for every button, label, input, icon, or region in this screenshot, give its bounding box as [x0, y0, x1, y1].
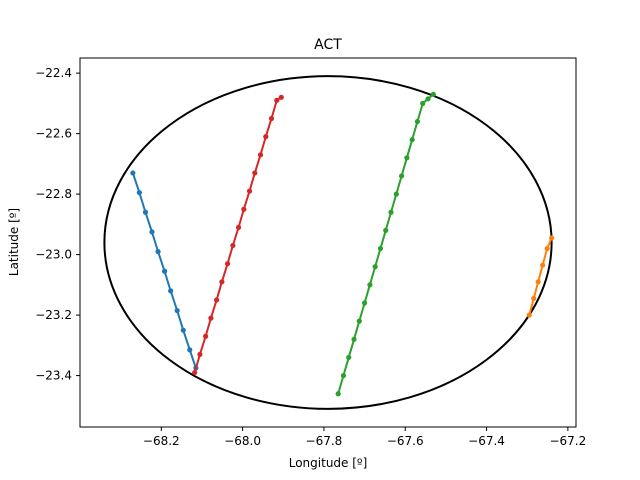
- series-0-point: [161, 268, 168, 274]
- x-axis-label: Longitude [º]: [289, 456, 368, 470]
- series-2-point: [340, 372, 347, 379]
- series-2-point: [351, 336, 357, 342]
- y-tick-label: −23.0: [35, 248, 72, 262]
- series-3-point: [540, 262, 546, 268]
- series-2-point: [425, 96, 431, 102]
- series-0-point: [180, 327, 186, 333]
- series-2-point: [335, 391, 341, 397]
- series-2-point: [420, 100, 426, 106]
- series-0-point: [142, 209, 149, 215]
- series-0-point: [149, 229, 155, 235]
- series-1-point: [268, 115, 275, 122]
- x-tick-label: −67.6: [387, 434, 424, 448]
- series-0-point: [174, 307, 180, 314]
- y-axis-label: Latitude [º]: [7, 208, 21, 276]
- series-1-point: [214, 297, 220, 303]
- series-1-point: [257, 152, 264, 158]
- x-tick-label: −68.0: [224, 434, 261, 448]
- series-2-point: [388, 209, 394, 215]
- series-1-point: [274, 97, 280, 103]
- series-1-point: [219, 279, 225, 285]
- series-1-point: [241, 206, 247, 212]
- x-tick-label: −68.2: [143, 434, 180, 448]
- series-3-point: [531, 295, 537, 302]
- series-3-point: [544, 245, 550, 252]
- x-tick-label: −67.2: [549, 434, 586, 448]
- series-2-point: [430, 91, 436, 97]
- chart-title: ACT: [314, 37, 342, 53]
- series-1-point: [224, 261, 231, 267]
- series-1-point: [235, 224, 242, 230]
- series-0-point: [155, 248, 161, 255]
- series-0-point: [136, 189, 142, 196]
- y-tick-label: −22.4: [35, 66, 72, 80]
- series-2-point: [383, 227, 389, 233]
- series-2-point: [409, 137, 415, 143]
- series-1-point: [246, 188, 253, 194]
- series-3-point: [535, 279, 541, 285]
- series-3-point: [526, 312, 532, 318]
- series-2-point: [356, 318, 362, 324]
- series-2-point: [367, 282, 373, 288]
- axes-frame: [79, 57, 577, 428]
- series-2-point: [377, 245, 384, 252]
- series-2-point: [361, 300, 368, 306]
- series-1-point: [252, 170, 258, 176]
- series-1-point: [192, 369, 198, 376]
- series-1-point: [230, 242, 236, 249]
- plot-area: −68.2 −68.0 −67.8 −67.6 −67.4 −67.2 −23.4 −23.2…: [35, 57, 586, 448]
- y-tick-label: −22.8: [35, 187, 72, 201]
- series-0-point: [187, 347, 193, 353]
- series-2-point: [404, 155, 410, 161]
- series-0-point: [168, 288, 174, 294]
- y-tick-label: −23.4: [35, 369, 72, 383]
- series-2-point: [346, 354, 352, 361]
- series-2-point: [398, 173, 405, 179]
- series-0-point: [130, 170, 136, 176]
- y-tick-label: −23.2: [35, 308, 72, 322]
- series-1-point: [197, 351, 203, 358]
- series-1-point: [263, 134, 269, 140]
- series-1-point: [278, 94, 284, 100]
- x-tick-label: −67.4: [468, 434, 505, 448]
- series-2-point: [372, 264, 378, 270]
- y-tick-label: −22.6: [35, 127, 72, 141]
- series-2-point: [393, 191, 399, 197]
- series-1-point: [203, 333, 209, 339]
- boundary-ellipse: [103, 75, 553, 410]
- series-1-point: [208, 315, 214, 321]
- series-2-point: [414, 118, 421, 125]
- x-tick-label: −67.8: [306, 434, 343, 448]
- series-3-point: [549, 235, 555, 241]
